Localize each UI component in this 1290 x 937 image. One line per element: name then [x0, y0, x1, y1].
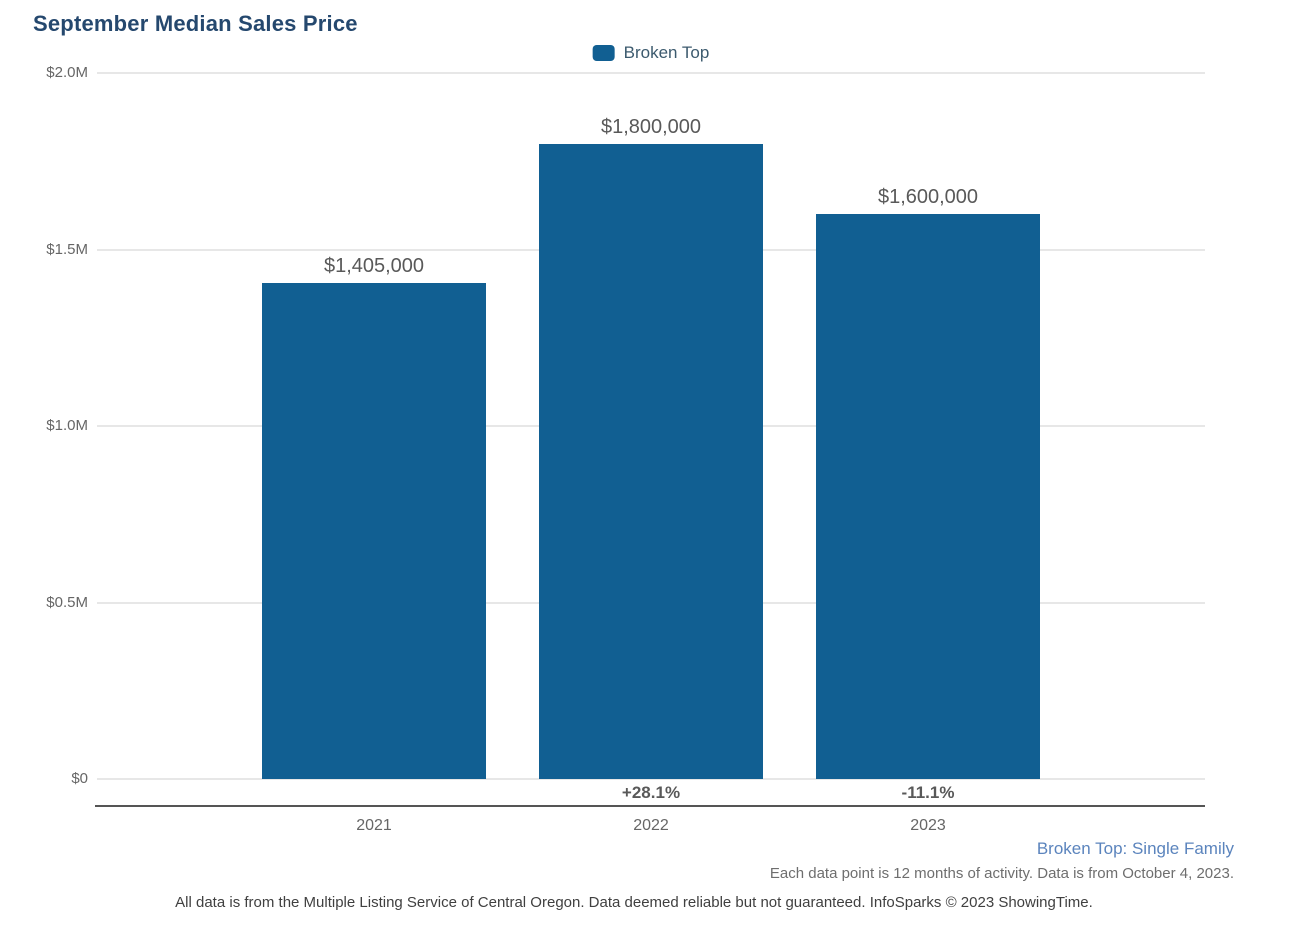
- bar-2021[interactable]: [262, 283, 486, 779]
- bar-value-label: $1,800,000: [600, 115, 702, 138]
- series-note: Broken Top: Single Family: [1036, 839, 1234, 858]
- y-axis-tick-label: $2.0M: [46, 64, 88, 81]
- chart-title: September Median Sales Price: [33, 11, 358, 36]
- legend-item-broken-top[interactable]: Broken Top: [592, 43, 710, 63]
- x-axis-tick-label: 2022: [633, 817, 669, 834]
- y-axis-tick-label: $0.5M: [46, 593, 88, 611]
- pct-change-label: +28.1%: [621, 783, 681, 802]
- legend-label: Broken Top: [623, 43, 710, 62]
- gridline: [97, 778, 1205, 780]
- x-axis-tick-label: 2021: [356, 817, 392, 834]
- bar-2022[interactable]: [539, 143, 763, 779]
- y-axis-tick-label: $0: [71, 770, 88, 787]
- y-axis-tick-label: $1.0M: [46, 417, 88, 434]
- x-axis-line: [95, 805, 1205, 807]
- legend-swatch-icon: [592, 45, 615, 61]
- x-axis-tick-label: 2023: [910, 817, 946, 834]
- bar-2023[interactable]: [816, 214, 1040, 779]
- y-axis-tick-label: $1.5M: [46, 240, 88, 258]
- data-note: Each data point is 12 months of activity…: [769, 865, 1234, 882]
- gridline: [97, 72, 1205, 74]
- bar-value-label: $1,405,000: [323, 255, 425, 278]
- bar-value-label: $1,600,000: [877, 186, 979, 209]
- disclaimer: All data is from the Multiple Listing Se…: [175, 894, 1093, 911]
- pct-change-label: -11.1%: [901, 783, 955, 802]
